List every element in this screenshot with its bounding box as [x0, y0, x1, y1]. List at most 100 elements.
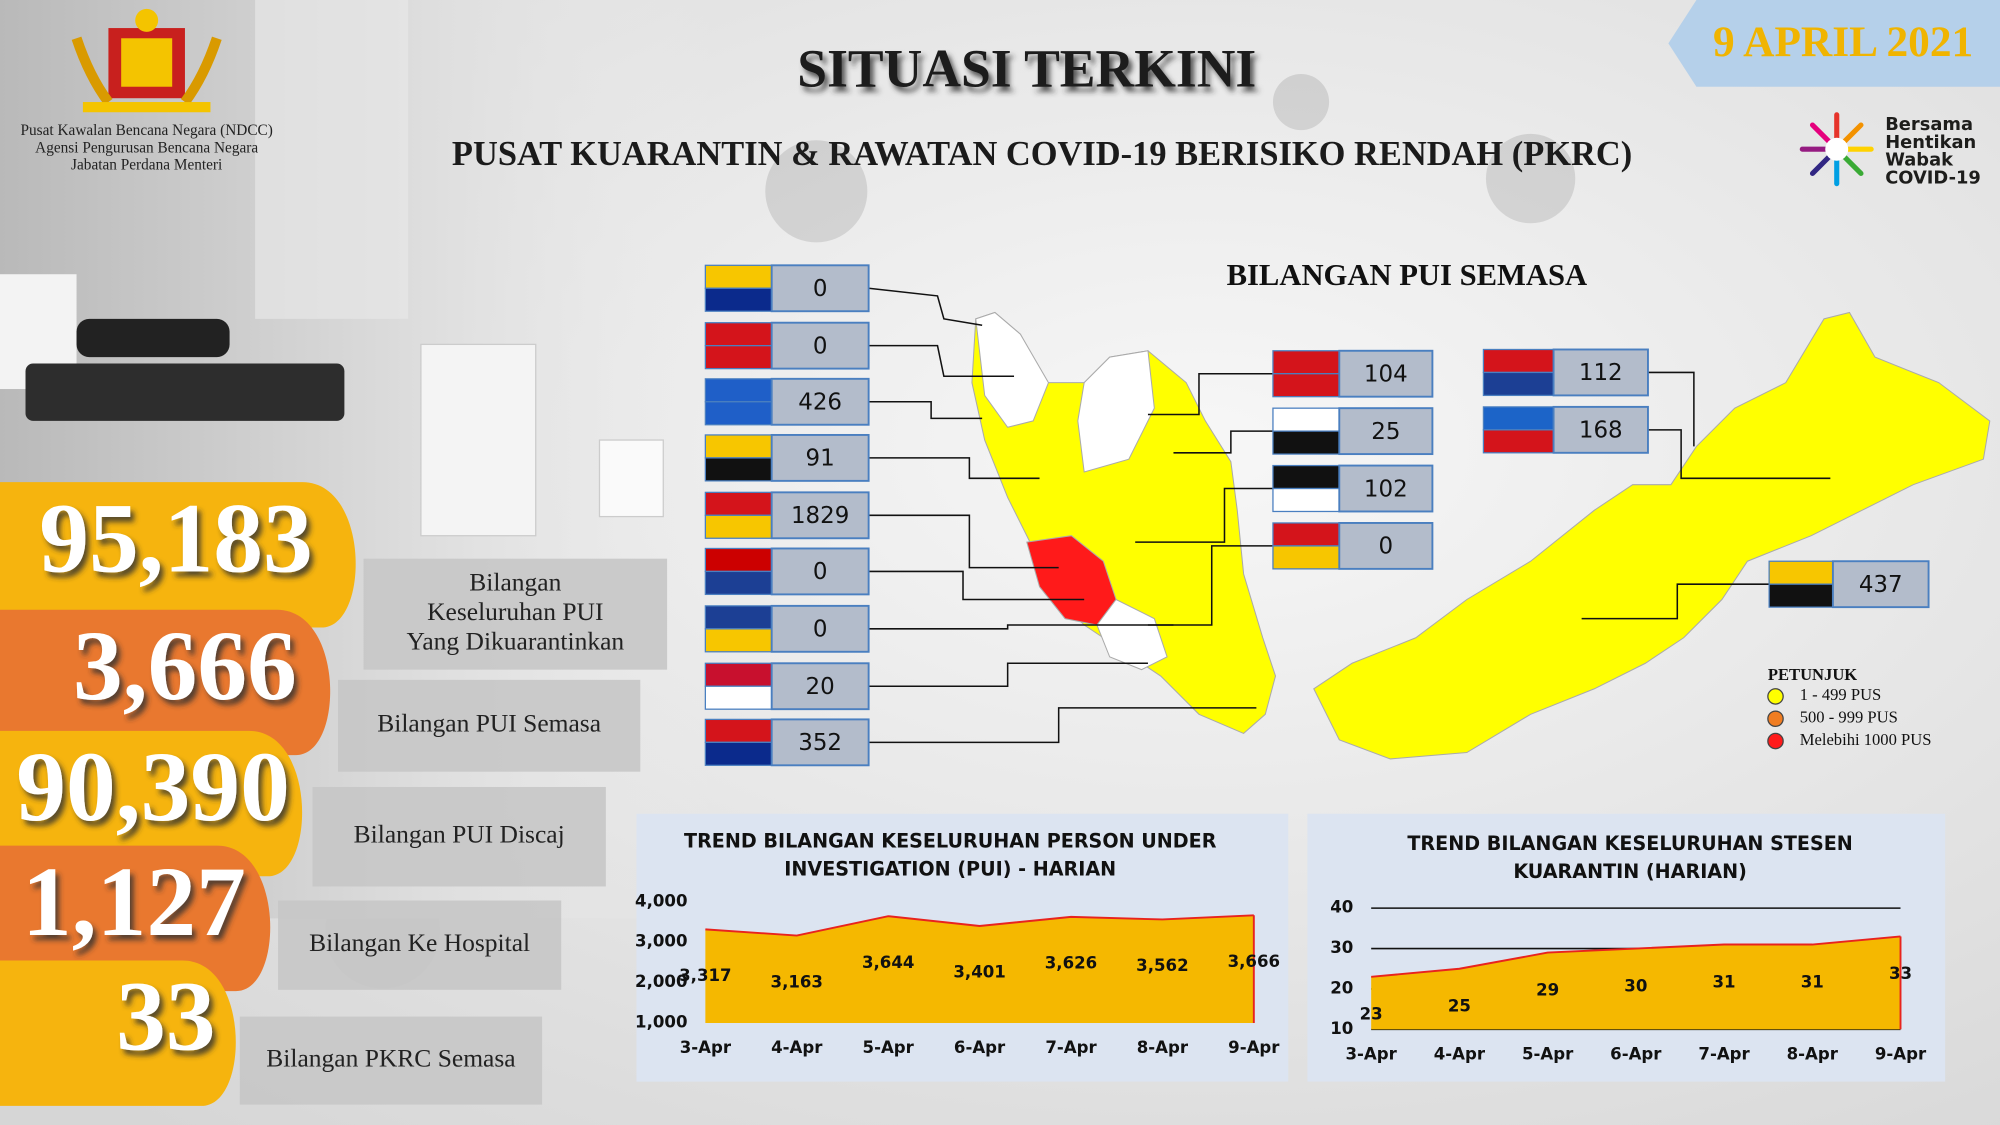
value-box — [1831, 560, 1930, 609]
x-tick-label: 7-Apr — [1045, 1038, 1097, 1057]
flag-top — [1482, 406, 1555, 431]
campaign-text: Bersama — [1885, 114, 1973, 135]
x-tick-label: 4-Apr — [771, 1038, 823, 1057]
area-line — [705, 914, 1254, 937]
flag-top — [1482, 348, 1555, 374]
flag-bottom — [704, 287, 773, 312]
stat-number: 90,390 — [16, 731, 290, 842]
stat-ribbon — [0, 482, 356, 628]
value-label: 30 — [1624, 976, 1647, 995]
area-line — [1371, 935, 1901, 978]
legend-swatch — [1767, 710, 1784, 728]
state-value: 437 — [1859, 572, 1903, 598]
state-value: 168 — [1579, 418, 1623, 444]
stat-label: Bilangan PKRC Semasa — [266, 1043, 515, 1072]
stat-ribbon — [0, 730, 303, 877]
state-value: 91 — [806, 446, 835, 472]
malaysia-map — [971, 311, 1991, 760]
flag-bottom — [704, 514, 773, 539]
stat-label: Yang Dikuarantinkan — [406, 626, 624, 655]
value-box — [1552, 348, 1649, 397]
subtitle: PUSAT KUARANTIN & RAWATAN COVID-19 BERIS… — [452, 135, 1632, 173]
stat-ribbon — [0, 609, 331, 756]
flag-top — [1272, 407, 1340, 432]
value-box — [770, 264, 870, 313]
value-label: 33 — [1889, 964, 1912, 983]
stat-label-box — [278, 900, 562, 990]
stat-label-box — [338, 679, 641, 772]
value-box — [770, 491, 870, 540]
legend-item: 500 - 999 PUS — [1800, 708, 1898, 727]
value-box — [770, 433, 870, 482]
x-tick-label: 6-Apr — [1610, 1044, 1662, 1063]
chart-title: TREND BILANGAN KESELURUHAN PERSON UNDER — [684, 829, 1217, 852]
stat-label: Bilangan Ke Hospital — [309, 928, 530, 957]
stat-number: 1,127 — [22, 846, 246, 957]
legend-swatch — [1767, 688, 1784, 705]
stat-number: 33 — [116, 961, 215, 1072]
date-banner — [1668, 0, 2000, 87]
legend-item: Melebihi 1000 PUS — [1800, 730, 1932, 749]
state-value: 0 — [813, 559, 828, 585]
stat-ribbon — [0, 960, 236, 1106]
flag-top — [704, 434, 773, 459]
value-label: 31 — [1801, 972, 1824, 991]
map-title: BILANGAN PUI SEMASA — [1227, 258, 1588, 292]
value-label: 3,626 — [1045, 954, 1097, 973]
x-tick-label: 8-Apr — [1137, 1038, 1189, 1057]
value-label: 3,163 — [771, 972, 823, 991]
value-box — [770, 718, 870, 767]
x-tick-label: 3-Apr — [1346, 1044, 1398, 1063]
flag-bottom — [1768, 583, 1834, 608]
chart-title: INVESTIGATION (PUI) - HARIAN — [784, 857, 1116, 880]
y-tick-label: 40 — [1330, 898, 1353, 917]
stat-label: Keseluruhan PUI — [427, 597, 603, 626]
x-tick-label: 8-Apr — [1787, 1044, 1839, 1063]
value-box — [1338, 464, 1434, 513]
stat-label: Bilangan — [469, 568, 561, 597]
x-tick-label: 7-Apr — [1698, 1044, 1750, 1063]
title: SITUASI TERKINI — [797, 38, 1256, 98]
state-value: 0 — [813, 617, 828, 643]
state-value: 0 — [813, 333, 828, 359]
flag-bottom — [704, 570, 773, 596]
flag-bottom — [704, 345, 773, 370]
state-south-west — [1096, 598, 1168, 671]
stat-label-box — [239, 1016, 543, 1105]
value-label: 3,562 — [1136, 956, 1188, 975]
state-value: 352 — [798, 730, 842, 756]
state-value: 0 — [1379, 534, 1394, 560]
state-value: 25 — [1371, 419, 1400, 445]
state-north — [975, 311, 1050, 428]
legend-item: 1 - 499 PUS — [1800, 685, 1882, 704]
x-tick-label: 9-Apr — [1875, 1044, 1927, 1063]
x-tick-label: 9-Apr — [1228, 1038, 1280, 1057]
flag-top — [1272, 350, 1340, 375]
y-tick-label: 10 — [1330, 1019, 1353, 1038]
flag-bottom — [1272, 430, 1340, 455]
value-label: 3,401 — [953, 963, 1005, 982]
state-value: 0 — [813, 276, 828, 302]
x-tick-label: 5-Apr — [863, 1038, 915, 1057]
y-tick-label: 4,000 — [635, 891, 687, 910]
flag-bottom — [1272, 373, 1340, 398]
y-tick-label: 20 — [1330, 978, 1353, 997]
agency-line: Agensi Pengurusan Bencana Negara — [35, 140, 258, 157]
value-label: 23 — [1360, 1005, 1383, 1024]
y-tick-label: 30 — [1330, 938, 1353, 957]
value-box — [1338, 522, 1434, 570]
stat-number: 3,666 — [73, 610, 297, 721]
y-tick-label: 1,000 — [635, 1012, 687, 1031]
value-box — [770, 547, 870, 596]
flag-top — [1272, 522, 1340, 547]
value-box — [770, 662, 870, 711]
value-box — [1552, 405, 1649, 454]
y-tick-label: 3,000 — [635, 932, 687, 951]
state-value: 426 — [798, 390, 842, 416]
value-box — [1338, 349, 1434, 398]
flag-top — [704, 491, 773, 516]
date: 9 APRIL 2021 — [1713, 18, 1973, 66]
stat-label-box — [363, 558, 668, 670]
area — [705, 915, 1254, 1023]
